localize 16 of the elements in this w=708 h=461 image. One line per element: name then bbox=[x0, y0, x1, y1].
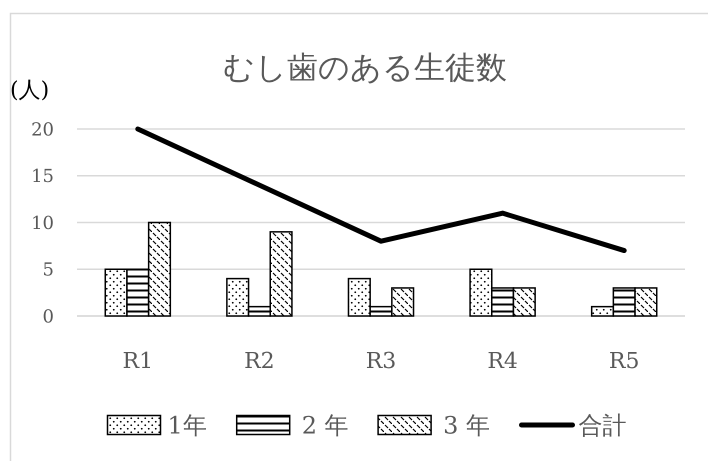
x-tick-label: R5 bbox=[608, 349, 640, 374]
y-axis-title: (人) bbox=[10, 78, 50, 103]
x-tick-label: R3 bbox=[366, 349, 396, 374]
legend-label: 合計 bbox=[578, 411, 626, 440]
y-tick-label: 0 bbox=[42, 306, 54, 328]
legend-label: 3 年 bbox=[443, 411, 490, 440]
legend-label: 1年 bbox=[168, 411, 207, 440]
x-tick-label: R1 bbox=[122, 349, 154, 374]
x-tick-label: R2 bbox=[244, 349, 275, 374]
y-tick-label: 5 bbox=[42, 260, 54, 281]
legend-label: 2 年 bbox=[302, 411, 349, 440]
y-tick-label: 15 bbox=[31, 166, 54, 188]
chart-title: むし歯のある生徒数 bbox=[223, 50, 507, 86]
y-tick-label: 10 bbox=[31, 212, 54, 234]
x-tick-label: R4 bbox=[487, 349, 518, 374]
y-tick-label: 20 bbox=[31, 119, 54, 140]
